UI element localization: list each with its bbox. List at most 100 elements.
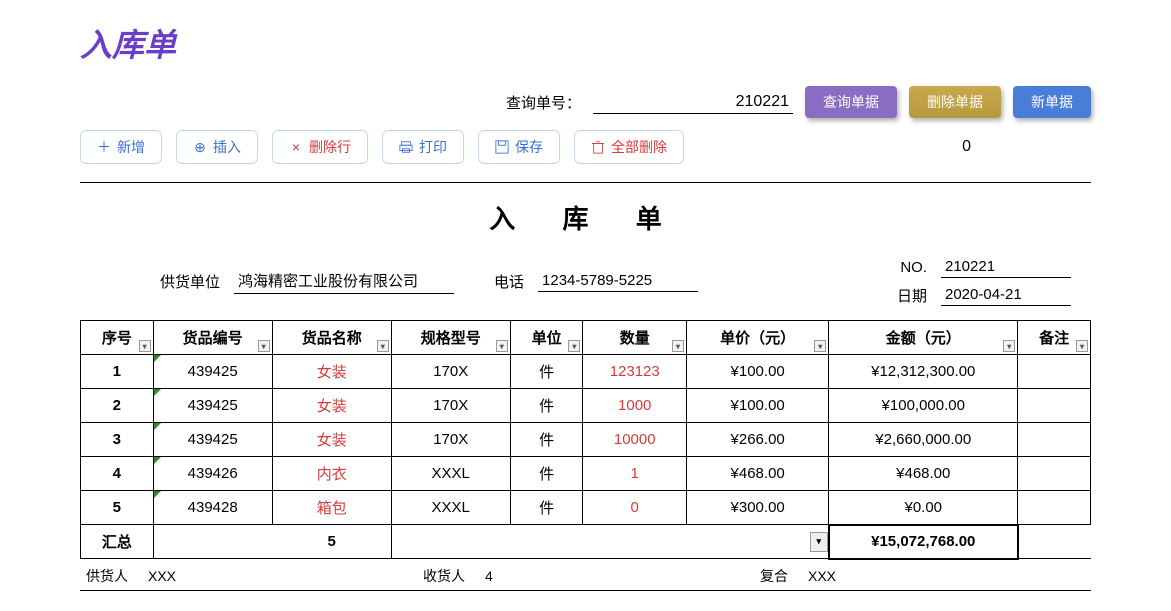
cell-name[interactable]: 内衣: [272, 457, 391, 491]
cell-name[interactable]: 女装: [272, 355, 391, 389]
cell-unit[interactable]: 件: [510, 457, 583, 491]
cell-price[interactable]: ¥100.00: [687, 355, 829, 389]
cell-remark[interactable]: [1018, 491, 1091, 525]
print-icon: [399, 140, 413, 154]
dropdown-icon[interactable]: ▾: [814, 340, 826, 352]
cell-remark[interactable]: [1018, 457, 1091, 491]
col-header[interactable]: 序号▾: [81, 321, 154, 355]
col-header[interactable]: 数量▾: [583, 321, 687, 355]
col-header[interactable]: 单价（元）▾: [687, 321, 829, 355]
delall-label: 全部删除: [611, 137, 667, 157]
delete-doc-button[interactable]: 删除单据: [909, 86, 1001, 118]
cell-spec[interactable]: XXXL: [391, 491, 510, 525]
col-header[interactable]: 货品名称▾: [272, 321, 391, 355]
receiver-label: 收货人: [423, 566, 465, 586]
supplier-value[interactable]: 鸿海精密工业股份有限公司: [234, 268, 454, 294]
date-value[interactable]: 2020-04-21: [941, 284, 1071, 306]
cell-spec[interactable]: XXXL: [391, 457, 510, 491]
cell-code[interactable]: 439425: [153, 423, 272, 457]
table-row[interactable]: 3439425女装170X件10000¥266.00¥2,660,000.00: [81, 423, 1091, 457]
col-header[interactable]: 规格型号▾: [391, 321, 510, 355]
table-row[interactable]: 2439425女装170X件1000¥100.00¥100,000.00: [81, 389, 1091, 423]
cell-amount[interactable]: ¥0.00: [829, 491, 1018, 525]
cell-amount[interactable]: ¥2,660,000.00: [829, 423, 1018, 457]
table-row[interactable]: 1439425女装170X件123123¥100.00¥12,312,300.0…: [81, 355, 1091, 389]
add-button[interactable]: ＋新增: [80, 130, 162, 164]
marker-icon: [154, 423, 161, 430]
search-row: 查询单号： 查询单据 删除单据 新单据: [80, 86, 1091, 118]
receiver[interactable]: 4: [485, 568, 493, 584]
summary-cell: [687, 525, 829, 559]
cell-qty[interactable]: 1: [583, 457, 687, 491]
cell-remark[interactable]: [1018, 355, 1091, 389]
insert-label: 插入: [213, 137, 241, 157]
marker-icon: [154, 457, 161, 464]
col-header[interactable]: 货品编号▾: [153, 321, 272, 355]
save-icon: [495, 140, 509, 154]
cell-qty[interactable]: 0: [583, 491, 687, 525]
dropdown-icon[interactable]: ▾: [1076, 340, 1088, 352]
cell-amount[interactable]: ¥12,312,300.00: [829, 355, 1018, 389]
insert-button[interactable]: ⊕插入: [176, 130, 258, 164]
cell-price[interactable]: ¥468.00: [687, 457, 829, 491]
cell-unit[interactable]: 件: [510, 389, 583, 423]
phone-value[interactable]: 1234-5789-5225: [538, 270, 698, 292]
no-value: 210221: [941, 256, 1071, 278]
cell-seq[interactable]: 3: [81, 423, 154, 457]
col-header[interactable]: 备注▾: [1018, 321, 1091, 355]
dropdown-icon[interactable]: ▾: [496, 340, 508, 352]
save-button[interactable]: 保存: [478, 130, 560, 164]
query-button[interactable]: 查询单据: [805, 86, 897, 118]
table-row[interactable]: 5439428箱包XXXL件0¥300.00¥0.00: [81, 491, 1091, 525]
cell-unit[interactable]: 件: [510, 491, 583, 525]
delete-row-button[interactable]: ×删除行: [272, 130, 368, 164]
cell-unit[interactable]: 件: [510, 355, 583, 389]
dropdown-icon[interactable]: ▾: [672, 340, 684, 352]
dropdown-icon[interactable]: ▾: [1003, 340, 1015, 352]
add-label: 新增: [117, 137, 145, 157]
cell-qty[interactable]: 123123: [583, 355, 687, 389]
cell-remark[interactable]: [1018, 423, 1091, 457]
summary-cell: 汇总: [81, 525, 154, 559]
cell-amount[interactable]: ¥100,000.00: [829, 389, 1018, 423]
cell-name[interactable]: 女装: [272, 423, 391, 457]
cell-unit[interactable]: 件: [510, 423, 583, 457]
cell-spec[interactable]: 170X: [391, 423, 510, 457]
col-header[interactable]: 金额（元）▾: [829, 321, 1018, 355]
summary-cell: [391, 525, 510, 559]
cell-name[interactable]: 箱包: [272, 491, 391, 525]
dropdown-icon[interactable]: ▾: [139, 340, 151, 352]
cell-spec[interactable]: 170X: [391, 389, 510, 423]
cell-seq[interactable]: 1: [81, 355, 154, 389]
cell-seq[interactable]: 2: [81, 389, 154, 423]
cell-price[interactable]: ¥100.00: [687, 389, 829, 423]
cell-code[interactable]: 439425: [153, 355, 272, 389]
footer-row: 供货人XXX 收货人4 复合XXX: [80, 562, 1091, 591]
cell-spec[interactable]: 170X: [391, 355, 510, 389]
cell-price[interactable]: ¥300.00: [687, 491, 829, 525]
search-input[interactable]: [593, 91, 793, 114]
cell-seq[interactable]: 4: [81, 457, 154, 491]
cell-code[interactable]: 439426: [153, 457, 272, 491]
zero-count: 0: [962, 138, 971, 156]
cell-name[interactable]: 女装: [272, 389, 391, 423]
supplier-person[interactable]: XXX: [148, 568, 176, 584]
table-row[interactable]: 4439426内衣XXXL件1¥468.00¥468.00: [81, 457, 1091, 491]
cell-seq[interactable]: 5: [81, 491, 154, 525]
cell-qty[interactable]: 1000: [583, 389, 687, 423]
dropdown-icon[interactable]: ▾: [377, 340, 389, 352]
cell-qty[interactable]: 10000: [583, 423, 687, 457]
dropdown-icon[interactable]: ▾: [568, 340, 580, 352]
cell-remark[interactable]: [1018, 389, 1091, 423]
col-header[interactable]: 单位▾: [510, 321, 583, 355]
cell-code[interactable]: 439425: [153, 389, 272, 423]
delete-all-button[interactable]: 全部删除: [574, 130, 684, 164]
dropdown-icon[interactable]: ▾: [810, 532, 828, 552]
cell-price[interactable]: ¥266.00: [687, 423, 829, 457]
print-button[interactable]: 打印: [382, 130, 464, 164]
cell-code[interactable]: 439428: [153, 491, 272, 525]
dropdown-icon[interactable]: ▾: [258, 340, 270, 352]
new-doc-button[interactable]: 新单据: [1013, 86, 1091, 118]
cell-amount[interactable]: ¥468.00: [829, 457, 1018, 491]
checker[interactable]: XXX: [808, 568, 836, 584]
